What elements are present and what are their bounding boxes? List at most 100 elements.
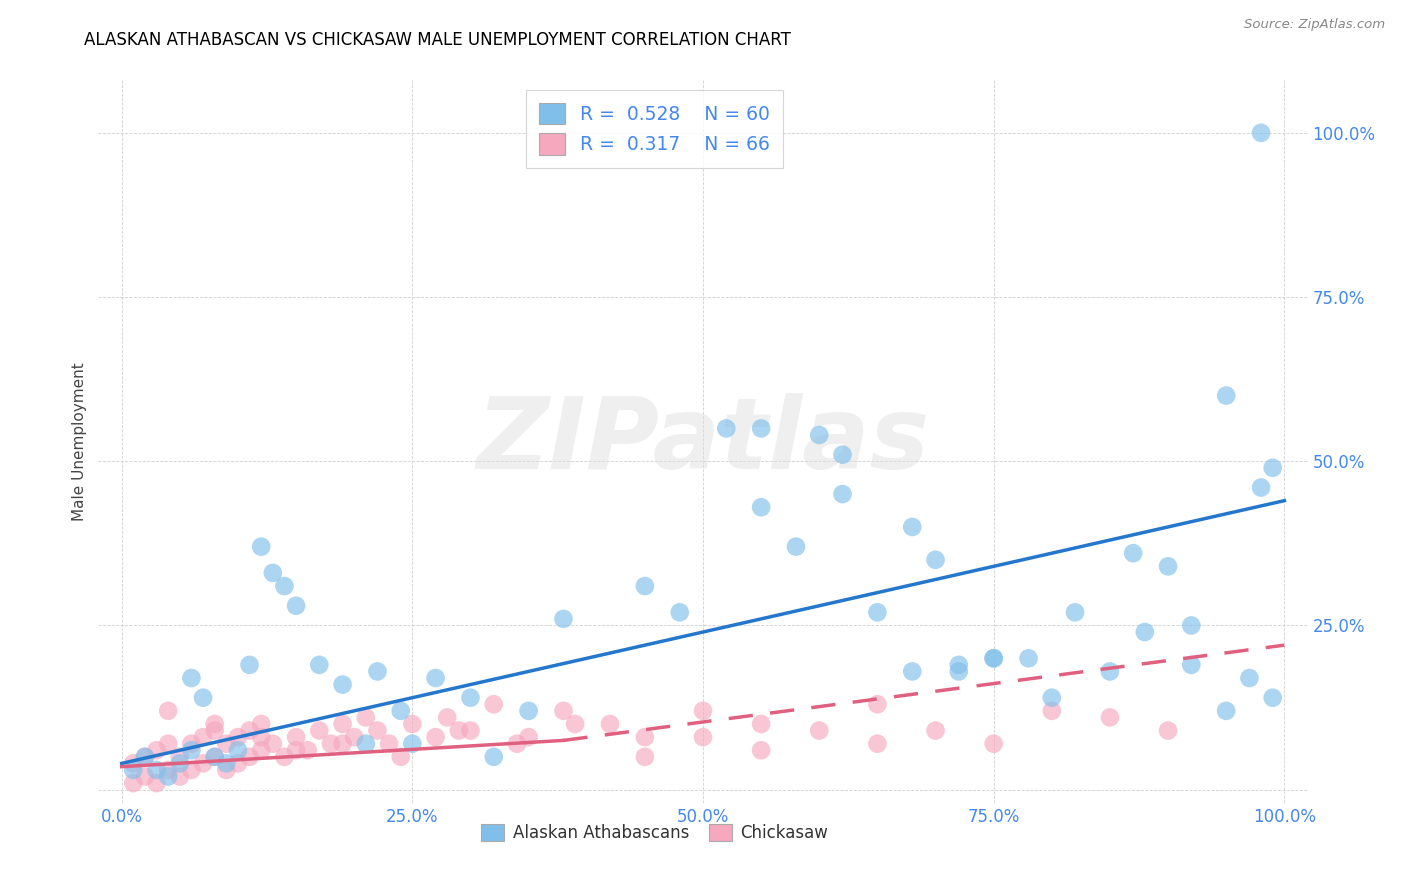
Point	[343, 730, 366, 744]
Point	[273, 579, 295, 593]
Point	[866, 737, 889, 751]
Point	[204, 717, 226, 731]
Point	[517, 704, 540, 718]
Point	[180, 737, 202, 751]
Point	[785, 540, 807, 554]
Point	[831, 487, 853, 501]
Point	[692, 704, 714, 718]
Point	[250, 717, 273, 731]
Point	[460, 690, 482, 705]
Point	[716, 421, 738, 435]
Point	[668, 605, 690, 619]
Point	[191, 730, 214, 744]
Point	[169, 770, 191, 784]
Point	[634, 579, 657, 593]
Text: ZIPatlas: ZIPatlas	[477, 393, 929, 490]
Point	[215, 737, 238, 751]
Point	[866, 605, 889, 619]
Y-axis label: Male Unemployment: Male Unemployment	[72, 362, 87, 521]
Point	[1250, 481, 1272, 495]
Point	[808, 723, 831, 738]
Text: Source: ZipAtlas.com: Source: ZipAtlas.com	[1244, 18, 1385, 31]
Point	[285, 730, 308, 744]
Point	[401, 737, 423, 751]
Point	[250, 730, 273, 744]
Point	[366, 723, 388, 738]
Point	[749, 421, 772, 435]
Point	[308, 657, 330, 672]
Point	[808, 428, 831, 442]
Point	[262, 737, 284, 751]
Point	[250, 743, 273, 757]
Point	[169, 749, 191, 764]
Point	[482, 698, 505, 712]
Point	[749, 500, 772, 515]
Point	[401, 717, 423, 731]
Point	[482, 749, 505, 764]
Point	[1239, 671, 1261, 685]
Point	[983, 651, 1005, 665]
Point	[1133, 625, 1156, 640]
Point	[157, 704, 180, 718]
Point	[262, 566, 284, 580]
Point	[634, 730, 657, 744]
Point	[204, 749, 226, 764]
Point	[239, 749, 262, 764]
Point	[901, 665, 924, 679]
Point	[169, 756, 191, 771]
Point	[948, 657, 970, 672]
Point	[180, 671, 202, 685]
Point	[692, 730, 714, 744]
Point	[145, 776, 167, 790]
Point	[749, 717, 772, 731]
Point	[366, 665, 388, 679]
Point	[564, 717, 586, 731]
Point	[924, 553, 946, 567]
Point	[226, 756, 249, 771]
Point	[122, 763, 145, 777]
Point	[157, 770, 180, 784]
Point	[204, 723, 226, 738]
Point	[831, 448, 853, 462]
Point	[948, 665, 970, 679]
Point	[866, 698, 889, 712]
Point	[157, 763, 180, 777]
Point	[354, 710, 377, 724]
Point	[1261, 460, 1284, 475]
Point	[553, 704, 575, 718]
Point	[1157, 723, 1180, 738]
Text: ALASKAN ATHABASCAN VS CHICKASAW MALE UNEMPLOYMENT CORRELATION CHART: ALASKAN ATHABASCAN VS CHICKASAW MALE UNE…	[84, 31, 792, 49]
Point	[204, 749, 226, 764]
Point	[599, 717, 621, 731]
Point	[1215, 388, 1237, 402]
Point	[145, 743, 167, 757]
Point	[273, 749, 295, 764]
Point	[389, 749, 412, 764]
Point	[134, 749, 156, 764]
Point	[506, 737, 529, 751]
Point	[425, 671, 447, 685]
Point	[1098, 710, 1121, 724]
Point	[1180, 618, 1202, 632]
Point	[332, 737, 354, 751]
Point	[215, 763, 238, 777]
Point	[460, 723, 482, 738]
Point	[134, 770, 156, 784]
Point	[354, 737, 377, 751]
Point	[1250, 126, 1272, 140]
Point	[226, 730, 249, 744]
Point	[180, 743, 202, 757]
Point	[145, 763, 167, 777]
Point	[180, 763, 202, 777]
Point	[239, 723, 262, 738]
Point	[226, 743, 249, 757]
Point	[749, 743, 772, 757]
Point	[1122, 546, 1144, 560]
Point	[983, 737, 1005, 751]
Point	[425, 730, 447, 744]
Point	[1157, 559, 1180, 574]
Point	[1098, 665, 1121, 679]
Point	[389, 704, 412, 718]
Point	[250, 540, 273, 554]
Point	[1180, 657, 1202, 672]
